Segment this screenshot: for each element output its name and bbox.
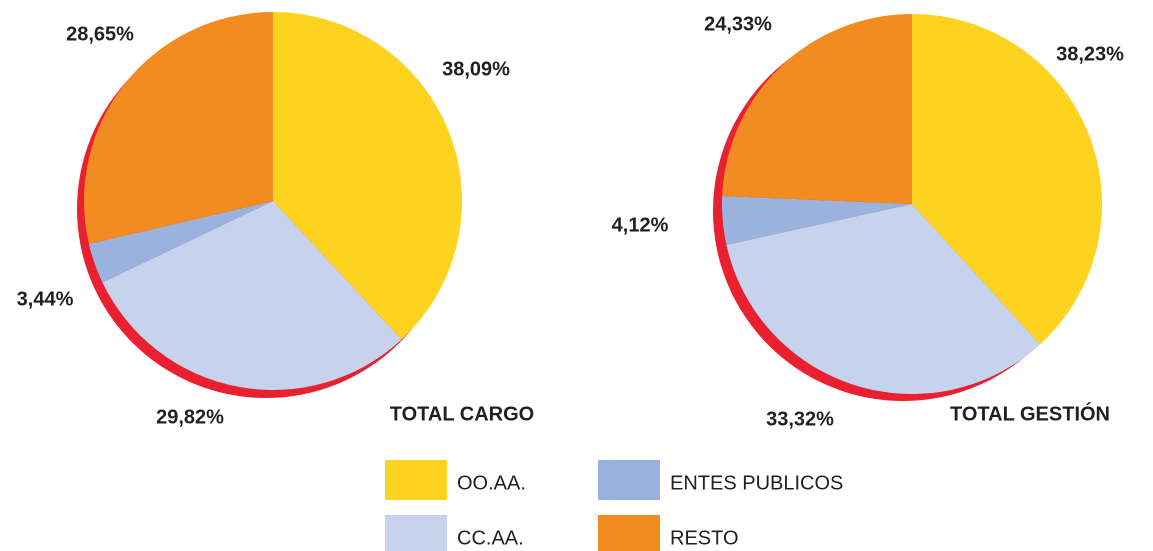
value-label: 33,32% <box>766 408 834 430</box>
pie-slice <box>83 12 273 244</box>
value-label: 38,09% <box>442 58 510 80</box>
pie-slice <box>726 204 1041 395</box>
value-label: 24,33% <box>704 13 772 35</box>
value-label: 28,65% <box>66 23 134 45</box>
value-label: 29,82% <box>156 406 224 428</box>
pie-slice <box>722 196 912 245</box>
chart-title: TOTAL GESTIÓN <box>950 401 1110 425</box>
legend-label: OO.AA. <box>457 472 526 494</box>
pie-slice <box>912 14 1102 345</box>
pie-slice <box>722 14 912 204</box>
legend-label: RESTO <box>670 527 739 549</box>
value-label: 3,44% <box>17 288 74 310</box>
legend-swatch <box>598 515 660 551</box>
value-label: 4,12% <box>612 214 669 236</box>
legend-swatch <box>598 460 660 500</box>
legend-swatch <box>385 460 447 500</box>
pie-slice <box>273 12 462 340</box>
pie-slice <box>88 201 274 283</box>
legend-swatch <box>385 515 447 551</box>
legend-label: CC.AA. <box>457 527 524 549</box>
value-label: 38,23% <box>1056 43 1124 65</box>
chart-title: TOTAL CARGO <box>390 403 534 425</box>
legend-label: ENTES PUBLICOS <box>670 472 843 494</box>
pie-slice <box>102 201 402 390</box>
